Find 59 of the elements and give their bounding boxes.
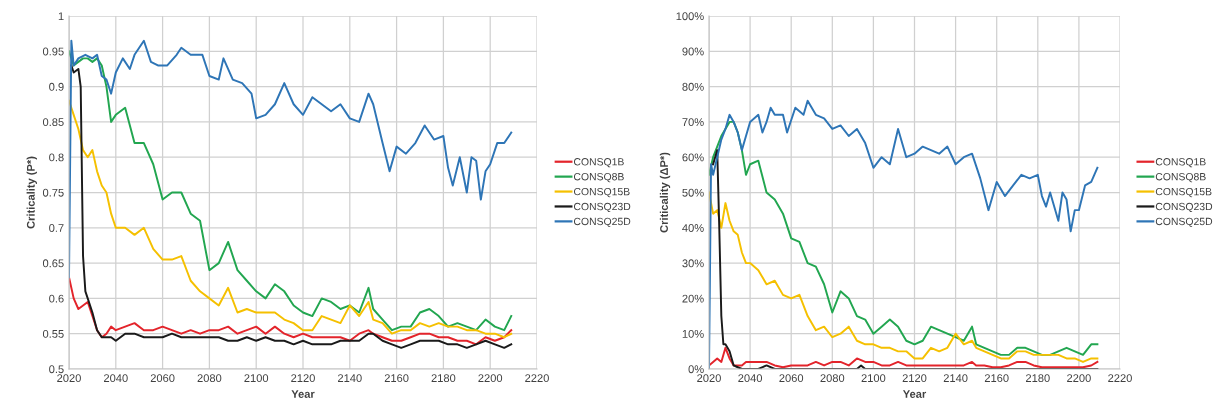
legend-label: CONSQ25D [573,217,631,227]
x-tick-label: 2120 [902,374,927,383]
x-tick-label: 2220 [1108,374,1132,383]
y-tick-label: 1 [58,12,64,21]
y-axis-title: Criticality (P*) [26,156,37,229]
y-tick-label: 0% [688,365,704,374]
y-tick-label: 0.85 [42,118,64,127]
legend-label: CONSQ1B [573,158,624,168]
legend-label: CONSQ23D [573,202,631,213]
x-tick-label: 2100 [244,374,269,383]
x-tick-label: 2160 [984,374,1009,383]
y-tick-label: 90% [682,47,704,56]
x-tick-label: 2060 [779,374,804,383]
legend-label: CONSQ15B [573,187,630,198]
x-tick-label: 2120 [291,374,315,383]
legend-label: CONSQ8B [1155,173,1206,183]
y-tick-label: 0.55 [42,329,64,338]
x-tick-label: 2200 [1067,374,1091,383]
y-tick-label: 0.95 [42,47,64,56]
y-axis-title: Criticality (ΔP*) [659,152,671,233]
x-tick-label: 2080 [197,374,222,383]
x-tick-label: 2040 [104,374,128,383]
y-tick-label: 0.9 [49,82,64,91]
x-tick-label: 2020 [57,374,81,383]
x-tick-label: 2140 [338,374,362,383]
legend-label: CONSQ1B [1155,158,1206,168]
x-tick-label: 2100 [861,374,886,383]
legend-label: CONSQ23D [1155,202,1213,213]
x-tick-label: 2140 [943,374,968,383]
x-tick-label: 2040 [738,374,763,383]
y-tick-label: 100% [676,12,704,21]
x-tick-label: 2160 [384,374,409,383]
y-tick-label: 70% [682,118,704,127]
x-tick-label: 2080 [820,374,845,383]
legend-label: CONSQ25D [1155,217,1213,227]
x-tick-label: 2060 [150,374,175,383]
y-tick-label: 30% [682,259,704,268]
y-tick-label: 50% [682,188,704,197]
x-axis-title: Year [291,390,315,398]
x-tick-label: 2180 [431,374,456,383]
y-tick-label: 0.65 [42,259,64,268]
x-tick-label: 2200 [478,374,503,383]
x-tick-label: 2180 [1026,374,1050,383]
x-tick-label: 2220 [525,374,549,383]
y-tick-label: 0.7 [49,224,64,232]
y-tick-label: 10% [682,329,704,338]
y-tick-label: 40% [682,224,704,232]
y-tick-label: 20% [682,294,704,303]
y-tick-label: 0.5 [49,365,64,374]
legend-label: CONSQ8B [573,173,624,183]
y-tick-label: 0.75 [42,188,64,197]
x-tick-label: 2020 [697,374,721,383]
y-tick-label: 80% [682,82,704,91]
y-tick-label: 0.6 [49,294,64,303]
x-axis-title: Year [902,390,927,398]
line-series [709,346,1099,369]
y-tick-label: 60% [682,153,704,162]
y-tick-label: 0.8 [49,153,64,162]
legend-label: CONSQ15B [1155,187,1212,198]
